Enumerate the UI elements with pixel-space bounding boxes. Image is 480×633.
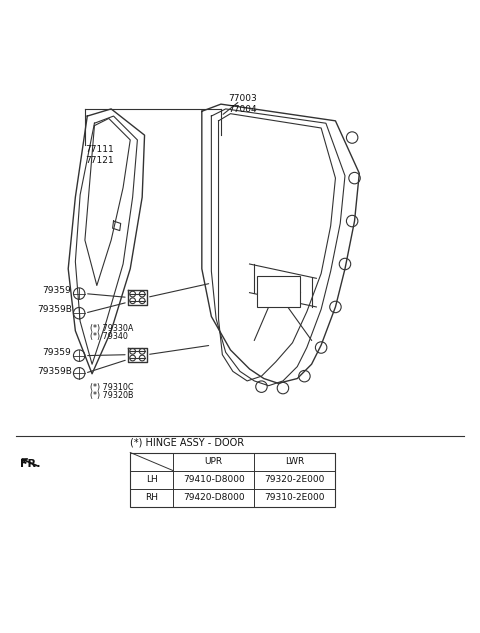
Text: 79310-2E000: 79310-2E000 [264, 493, 325, 503]
Text: 79359: 79359 [42, 348, 71, 357]
Text: (*) 79340: (*) 79340 [90, 332, 128, 341]
Text: RH: RH [145, 493, 158, 503]
Text: 77003
77004: 77003 77004 [228, 94, 257, 114]
Text: 79320-2E000: 79320-2E000 [264, 475, 325, 484]
Text: 77111
77121: 77111 77121 [85, 145, 114, 165]
Text: (*) 79320B: (*) 79320B [90, 391, 133, 400]
Text: FR.: FR. [20, 460, 40, 470]
Text: LH: LH [146, 475, 157, 484]
Text: (*) HINGE ASSY - DOOR: (*) HINGE ASSY - DOOR [130, 438, 244, 448]
FancyBboxPatch shape [130, 453, 336, 507]
Text: LWR: LWR [285, 457, 304, 466]
Text: 79359: 79359 [42, 285, 71, 295]
Text: 79420-D8000: 79420-D8000 [183, 493, 245, 503]
Text: (*) 79310C: (*) 79310C [90, 383, 133, 392]
Text: UPR: UPR [204, 457, 223, 466]
FancyBboxPatch shape [257, 276, 300, 307]
Text: 79410-D8000: 79410-D8000 [183, 475, 245, 484]
Text: (*) 79330A: (*) 79330A [90, 324, 133, 334]
Text: 79359B: 79359B [37, 367, 72, 376]
Text: 79359B: 79359B [37, 305, 72, 315]
